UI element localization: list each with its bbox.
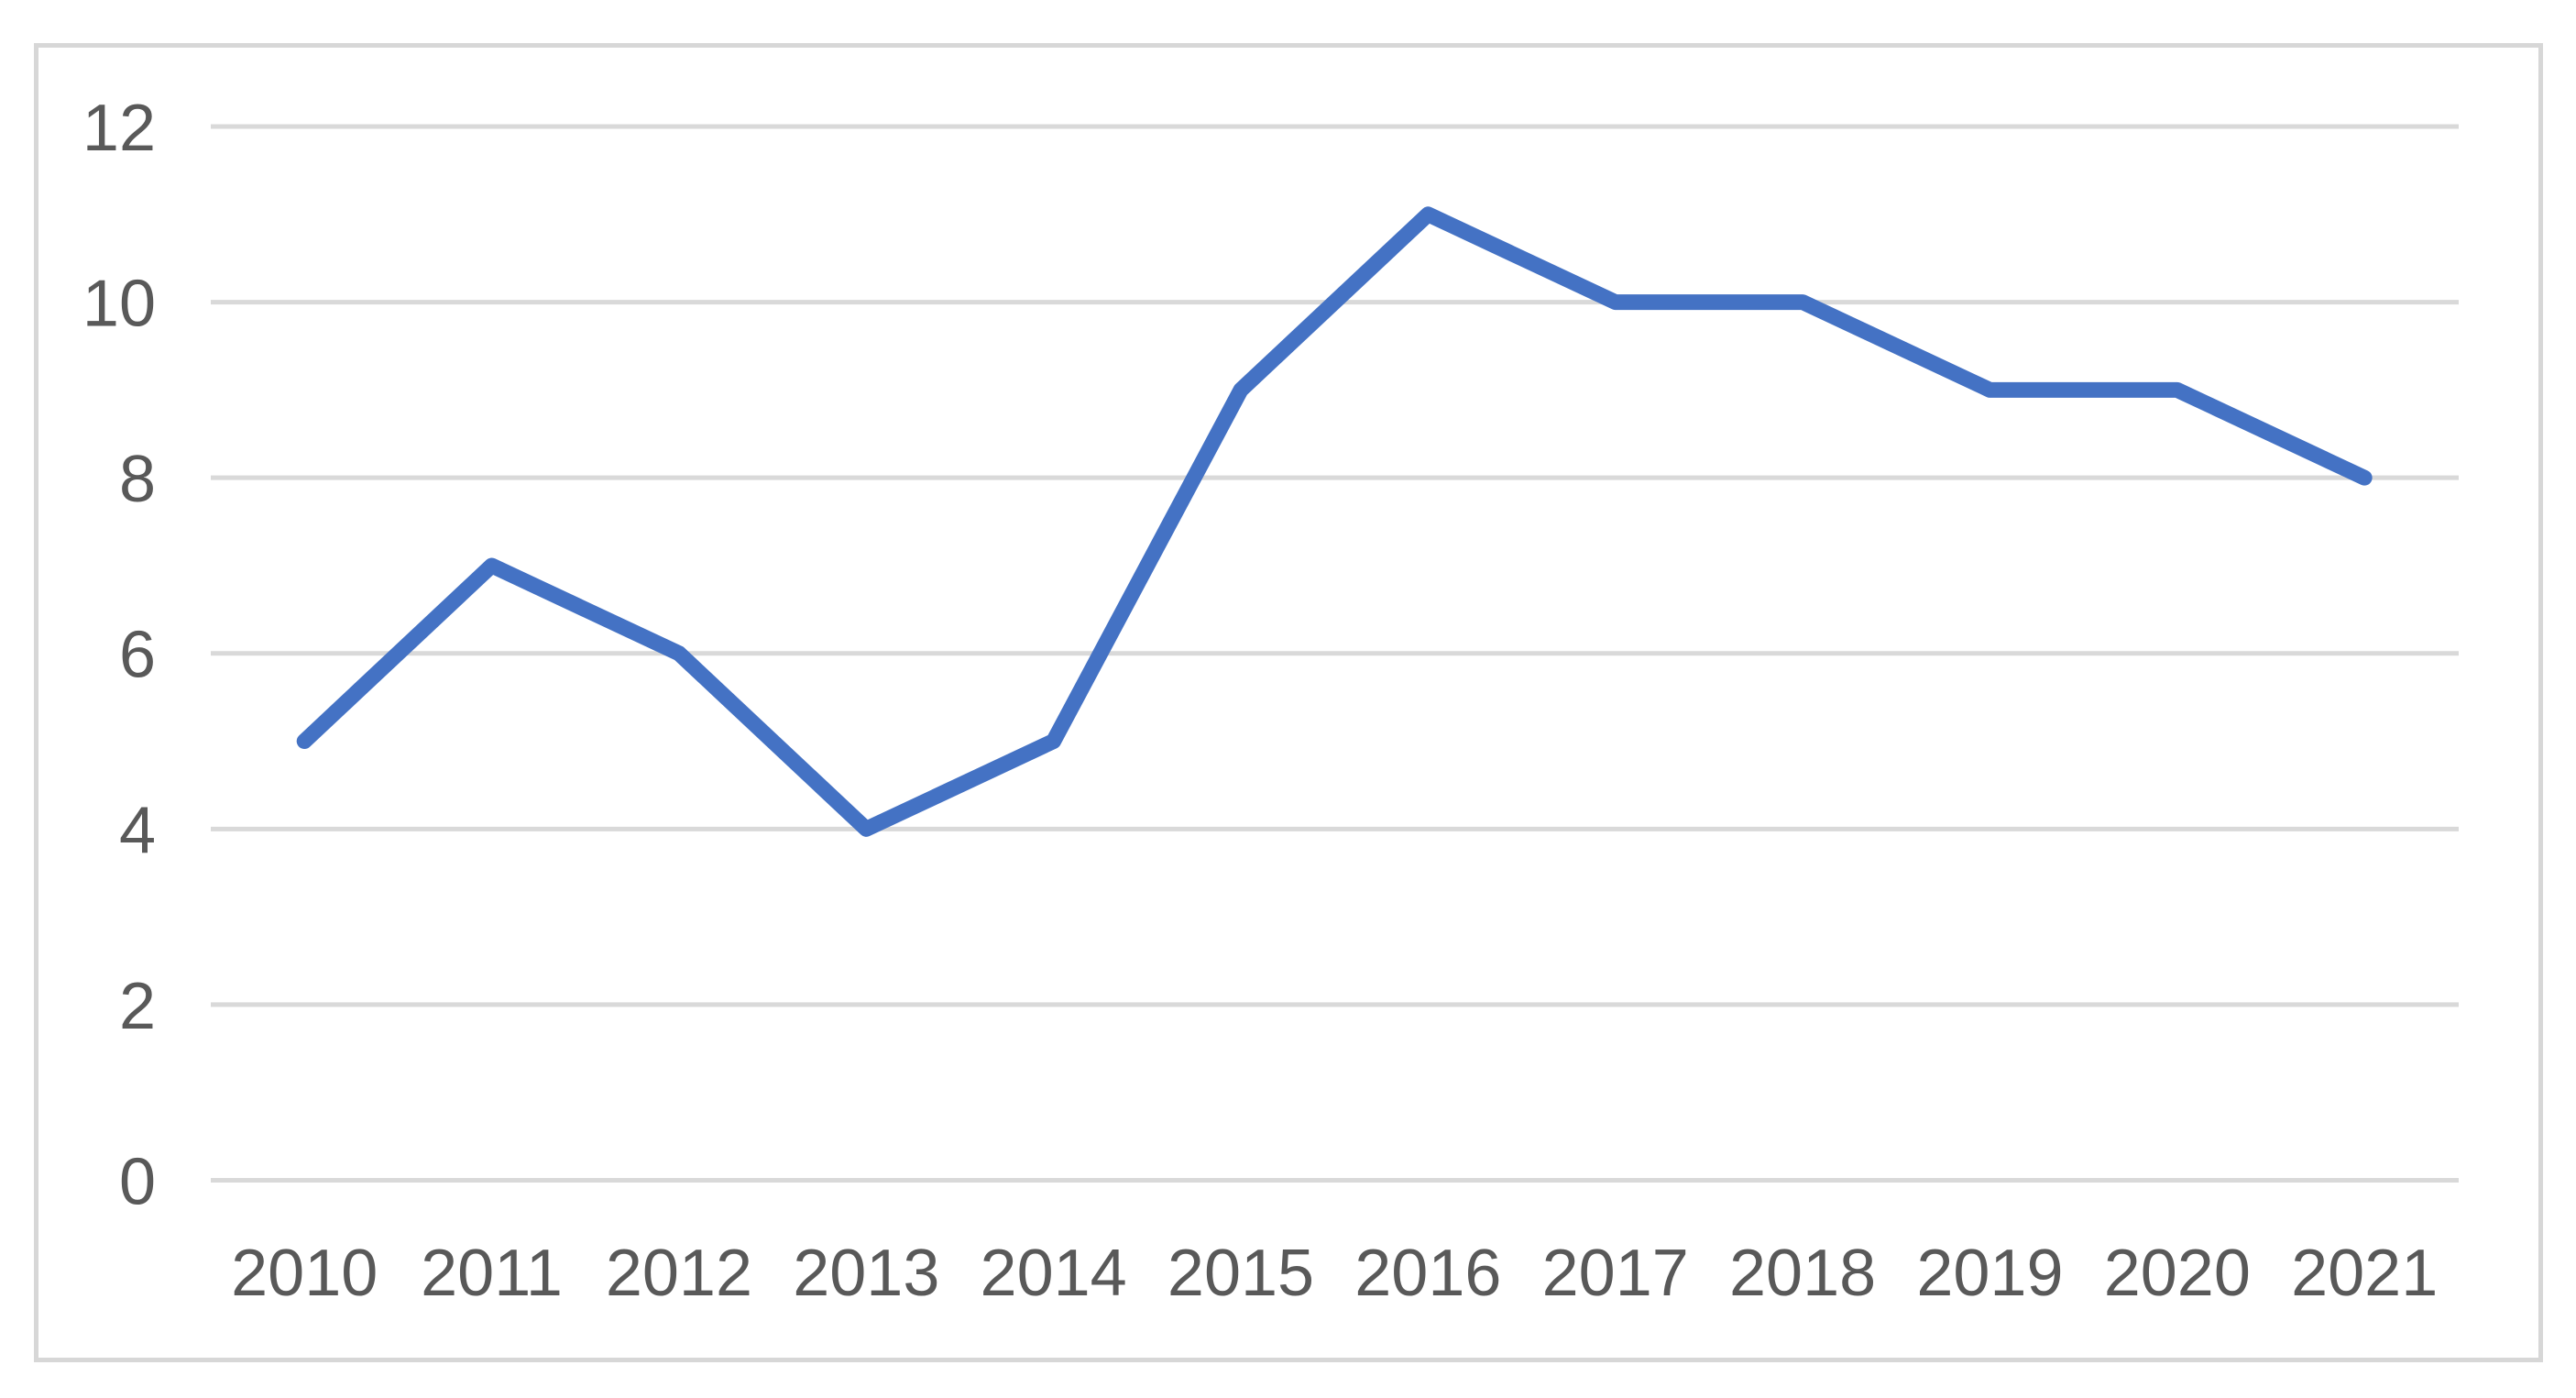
x-tick-label: 2020 <box>2104 1237 2251 1310</box>
x-tick-label: 2010 <box>231 1237 378 1310</box>
x-tick-label: 2015 <box>1167 1237 1314 1310</box>
x-tick-label: 2014 <box>981 1237 1127 1310</box>
x-tick-label: 2019 <box>1916 1237 2063 1310</box>
x-tick-label: 2011 <box>421 1237 563 1310</box>
chart-border <box>34 43 2543 1362</box>
y-tick-label: 6 <box>119 619 156 692</box>
y-tick-label: 8 <box>119 443 156 516</box>
x-tick-label: 2021 <box>2291 1237 2438 1310</box>
y-tick-label: 0 <box>119 1145 156 1218</box>
y-tick-label: 10 <box>82 268 156 341</box>
y-tick-label: 12 <box>82 92 156 165</box>
x-tick-label: 2012 <box>606 1237 752 1310</box>
x-tick-label: 2016 <box>1354 1237 1501 1310</box>
y-tick-label: 4 <box>119 794 156 867</box>
x-tick-label: 2018 <box>1729 1237 1876 1310</box>
y-tick-label: 2 <box>119 970 156 1043</box>
x-tick-label: 2017 <box>1542 1237 1689 1310</box>
data-series-line <box>296 206 2373 837</box>
x-tick-label: 2013 <box>793 1237 939 1310</box>
